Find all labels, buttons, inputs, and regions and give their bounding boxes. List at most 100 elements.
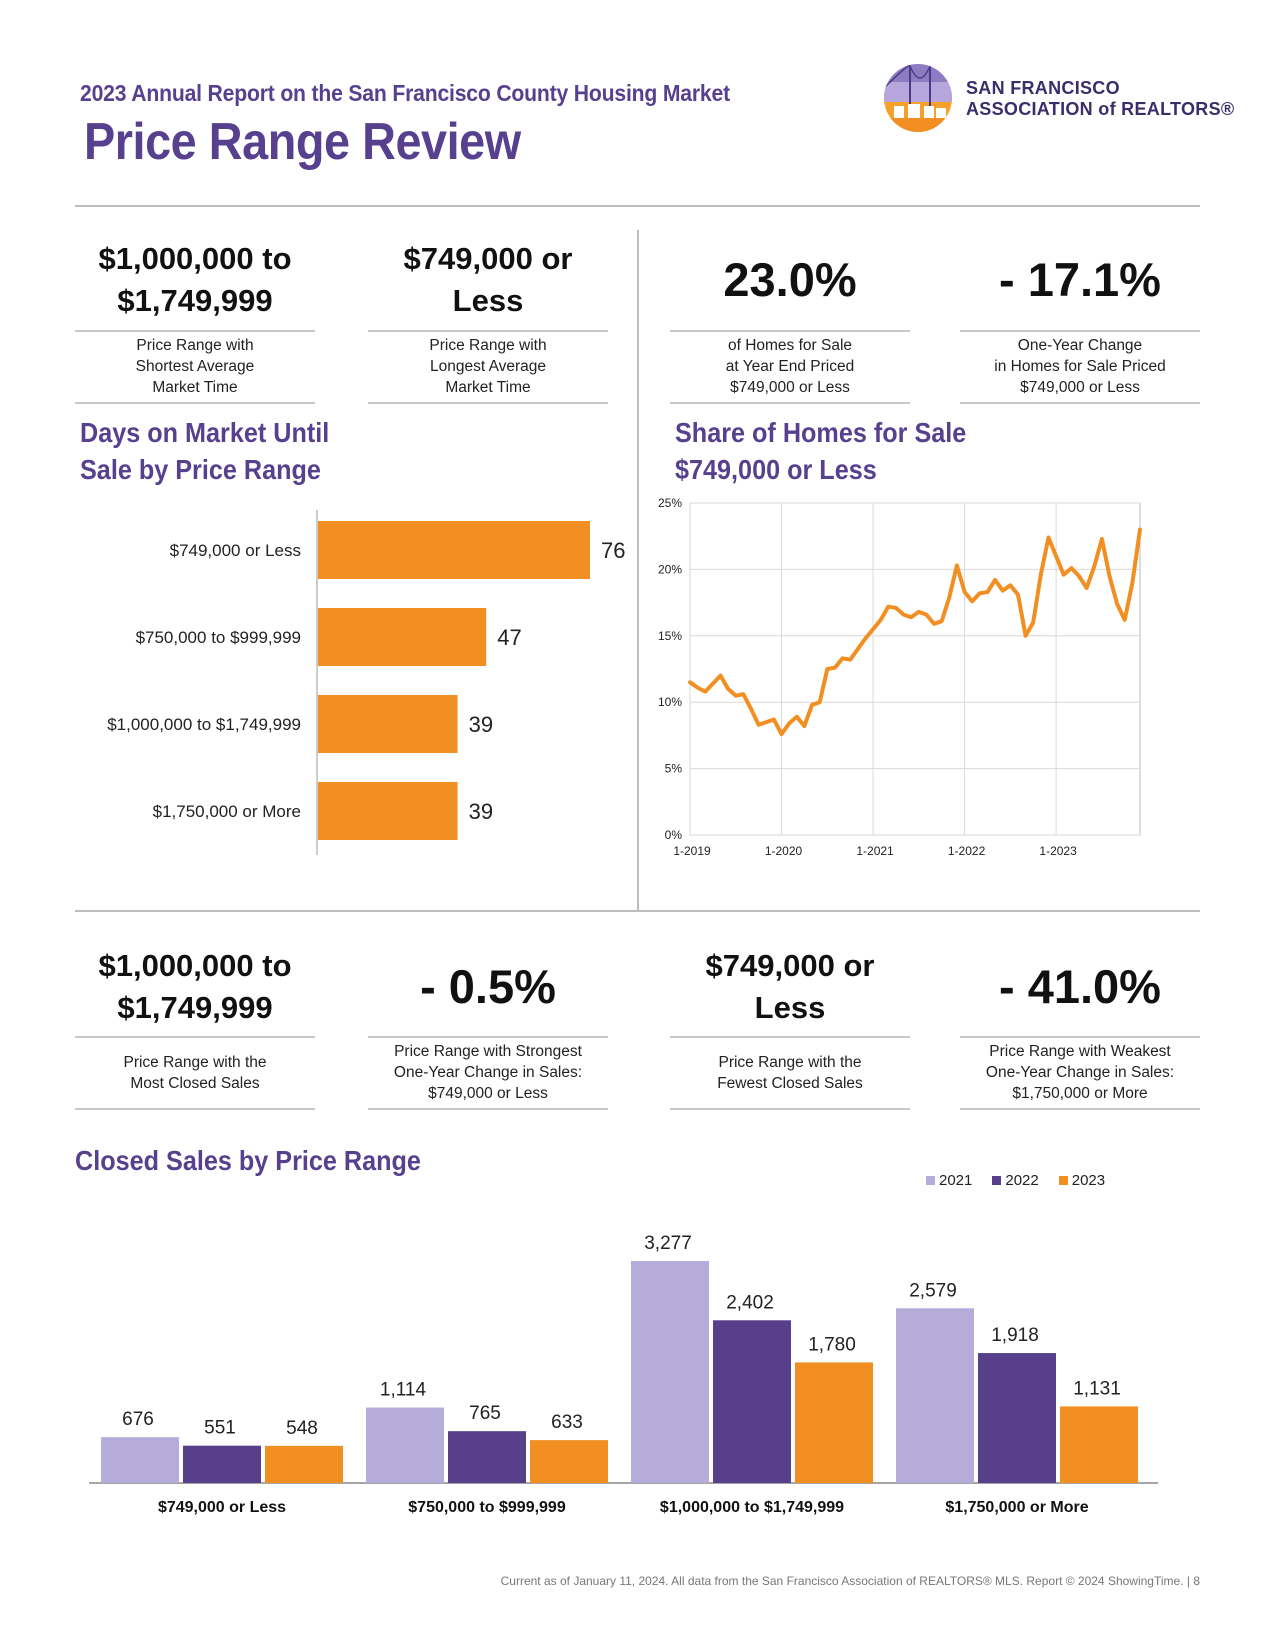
share-point <box>932 622 936 626</box>
share-point <box>886 604 890 609</box>
share-point <box>962 590 967 594</box>
stat-divider <box>75 1036 315 1038</box>
stat-most-closed-sales-desc: Price Range with the Most Closed Sales <box>123 1054 267 1092</box>
sfar-logo <box>884 64 952 132</box>
dom-value-label: 76 <box>601 538 625 563</box>
share-point <box>787 721 791 726</box>
share-point <box>741 692 745 696</box>
stat-divider <box>960 1036 1200 1038</box>
stat-divider <box>960 402 1200 404</box>
share-point <box>840 656 845 660</box>
stat-one-year-change-desc: One-Year Change in Homes for Sale Priced $… <box>994 337 1166 396</box>
closed-sales-legend: 2021 2022 2023 <box>926 1172 1105 1189</box>
stat-fewest-closed-sales-desc: Price Range with the Fewest Closed Sales <box>717 1054 863 1092</box>
share-point <box>1062 573 1066 577</box>
closed-bar-2023 <box>1060 1406 1138 1483</box>
legend-swatch-2021 <box>926 1176 935 1185</box>
share-point <box>779 732 784 736</box>
share-point <box>978 591 982 595</box>
share-point <box>970 599 974 603</box>
share-point <box>871 627 875 631</box>
stat-divider <box>670 330 910 332</box>
share-point <box>985 590 990 594</box>
dom-bar <box>318 521 590 579</box>
share-point <box>1054 554 1058 558</box>
share-point <box>718 674 723 678</box>
stat-shortest-market-time-value: $1,000,000 to $1,749,999 <box>98 241 292 318</box>
share-x-tick-label: 1-2020 <box>765 844 803 858</box>
share-x-tick-label: 1-2022 <box>948 844 986 858</box>
share-y-tick-label: 10% <box>658 695 682 709</box>
closed-value-label: 2,579 <box>909 1280 957 1301</box>
share-y-tick-label: 5% <box>665 762 683 776</box>
legend-item-2022: 2022 <box>992 1172 1039 1189</box>
stat-divider <box>670 1108 910 1110</box>
share-point <box>1092 565 1096 569</box>
share-point <box>879 618 883 622</box>
stat-one-year-change-value: - 17.1% <box>999 253 1161 306</box>
share-point <box>901 612 906 617</box>
stat-divider <box>670 402 910 404</box>
closed-value-label: 3,277 <box>644 1233 692 1254</box>
stat-shortest-market-time-desc: Price Range with Shortest Average Market T… <box>135 337 255 396</box>
share-point <box>1031 620 1035 625</box>
share-point <box>1016 593 1020 597</box>
dom-category-label: $750,000 to $999,999 <box>136 628 301 647</box>
share-point <box>825 667 829 671</box>
stat-divider <box>75 330 315 332</box>
closed-bar-2023 <box>265 1445 343 1483</box>
share-point <box>1085 586 1089 590</box>
closed-bar-2021 <box>631 1261 709 1483</box>
closed-value-label: 676 <box>122 1409 154 1430</box>
share-point <box>1008 583 1012 587</box>
share-point <box>1115 602 1119 606</box>
share-point <box>749 707 753 711</box>
dom-value-label: 39 <box>469 799 493 824</box>
stat-divider <box>368 402 608 404</box>
dom-category-label: $1,000,000 to $1,749,999 <box>107 715 301 734</box>
share-point <box>1138 527 1142 532</box>
legend-label: 2023 <box>1071 1172 1106 1189</box>
share-point <box>1001 589 1005 593</box>
share-point <box>1077 574 1081 578</box>
dom-value-label: 39 <box>469 712 493 737</box>
share-point <box>810 703 814 707</box>
dom-chart-title: Days on Market Until Sale by Price Range <box>80 417 330 485</box>
share-y-tick-label: 0% <box>665 828 683 842</box>
share-point <box>909 615 913 619</box>
dom-bar <box>318 695 458 753</box>
closed-value-label: 1,780 <box>808 1334 856 1355</box>
closed-value-label: 765 <box>469 1403 501 1424</box>
share-point <box>894 606 898 610</box>
logo-line-1: SAN FRANCISCO <box>966 78 1120 98</box>
share-point <box>711 682 715 686</box>
share-point <box>1023 634 1028 638</box>
dom-value-label: 47 <box>497 625 521 650</box>
share-point <box>848 658 852 662</box>
share-point <box>1123 618 1127 622</box>
stat-divider <box>75 1108 315 1110</box>
closed-value-label: 2,402 <box>726 1292 774 1313</box>
share-point <box>863 636 868 641</box>
closed-sales-chart: 676 551 548 $749,000 or Less 1,114 765 633 $750… <box>89 1233 1158 1516</box>
share-point <box>1107 574 1112 578</box>
center-divider <box>637 230 639 910</box>
closed-bar-2023 <box>795 1362 873 1483</box>
legend-item-2021: 2021 <box>926 1172 972 1189</box>
share-point <box>1039 573 1043 577</box>
share-point <box>940 619 944 623</box>
closed-category-label: $1,750,000 or More <box>945 1499 1088 1516</box>
footer-note: Current as of January 11, 2024. All data… <box>500 1574 1200 1588</box>
share-y-tick-label: 20% <box>658 562 682 576</box>
share-chart-title: Share of Homes for Sale $749,000 or Less <box>675 417 967 485</box>
legend-label: 2021 <box>939 1172 973 1189</box>
share-y-tick-label: 25% <box>658 496 682 510</box>
share-point <box>1130 581 1134 585</box>
share-homes-line-chart: 0% 5% 10% 15% 20% 25% 1-2019 1-2020 1-2021 1-2022… <box>658 496 1142 858</box>
share-point <box>726 687 730 691</box>
share-point <box>818 700 822 704</box>
stat-most-closed-sales-value: $1,000,000 to $1,749,999 <box>98 948 292 1025</box>
closed-bar-2022 <box>713 1320 791 1483</box>
closed-value-label: 1,114 <box>380 1380 427 1401</box>
share-x-tick-label: 1-2019 <box>673 844 711 858</box>
